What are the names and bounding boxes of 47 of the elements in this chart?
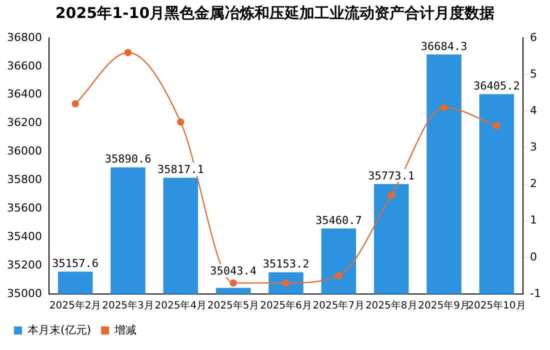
data-label: 35043.4	[210, 264, 257, 278]
data-label: 36684.3	[420, 40, 468, 53]
x-tick-label: 2025年4月	[154, 300, 207, 312]
x-tick-label: 2025年10月	[468, 300, 526, 312]
data-label: 35460.7	[316, 214, 362, 227]
point	[493, 122, 500, 130]
point	[72, 100, 79, 108]
x-tick-label: 2025年8月	[365, 300, 418, 312]
point	[440, 104, 448, 112]
x-tick-label: 2025年5月	[207, 300, 260, 312]
x-tick-label: 2025年6月	[260, 300, 312, 312]
data-label: 35157.6	[52, 256, 99, 270]
y2-tick-label: 2	[530, 177, 538, 190]
y-tick-label: 36200	[6, 116, 42, 130]
y2-tick-label: 1	[530, 214, 538, 227]
chart-title: 2025年1-10月黑色金属冶炼和压延加工业流动资产合计月度数据	[54, 4, 496, 23]
y2-tick-label: 5	[530, 67, 538, 80]
data-label: 35890.6	[104, 152, 152, 166]
y-tick-label: 36400	[6, 88, 42, 101]
point	[388, 192, 395, 199]
point	[177, 118, 184, 126]
y-tick-label: 36600	[6, 59, 42, 72]
point	[230, 279, 237, 287]
legend-label: 本月末(亿元)	[28, 323, 92, 336]
point	[124, 49, 132, 56]
y2-tick-label: -1	[530, 286, 541, 300]
y-tick-label: 35800	[6, 173, 42, 186]
y2-tick-label: 4	[530, 104, 538, 117]
legend-label: 增减	[114, 323, 137, 336]
y-tick-label: 35200	[6, 258, 42, 272]
y-tick-label: 35000	[6, 286, 42, 300]
y-tick-label: 36000	[6, 144, 42, 158]
y2-tick-label: 6	[530, 30, 538, 44]
point	[282, 279, 290, 287]
y2-tick-label: 3	[530, 140, 538, 154]
y2-tick-label: 0	[530, 250, 538, 264]
y-tick-label: 35400	[6, 230, 42, 243]
data-label: 35773.1	[368, 169, 415, 182]
y-tick-label: 36800	[6, 30, 42, 44]
point	[335, 272, 342, 280]
x-tick-label: 2025年3月	[102, 300, 154, 312]
data-label: 35153.2	[262, 258, 310, 271]
x-tick-label: 2025年7月	[312, 300, 365, 312]
x-tick-label: 2025年2月	[49, 300, 102, 312]
data-label: 36405.2	[474, 80, 520, 93]
y-tick-label: 35600	[6, 202, 42, 215]
data-label: 35817.1	[157, 163, 204, 176]
